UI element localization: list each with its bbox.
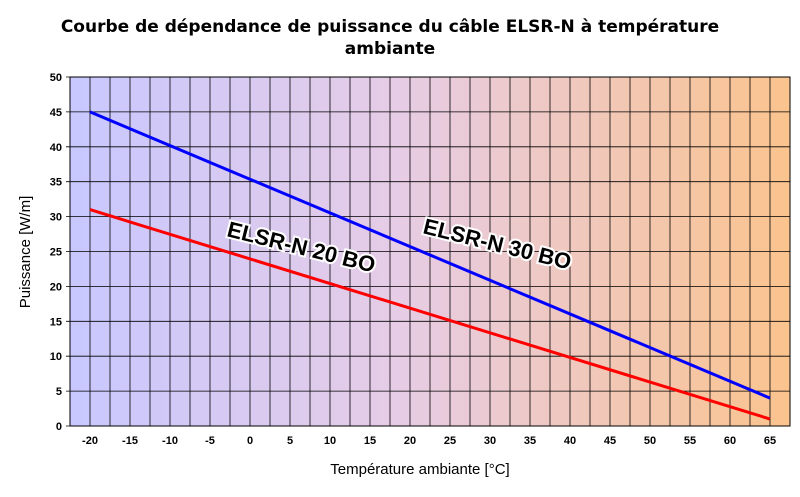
series-line-elsr-n-30-bo [89,110,771,400]
y-tick-label: 0 [56,421,62,433]
x-tick-label: 25 [444,435,456,447]
y-tick-label: 30 [50,212,62,224]
x-tick-label: 20 [404,435,416,447]
x-tick-label: 15 [364,435,376,447]
x-tick-label: 55 [684,435,696,447]
x-axis-label: Température ambiante [°C] [330,461,509,478]
x-tick-label: -5 [205,435,215,447]
y-axis-label: Puissance [W/m] [17,196,34,309]
x-tick-label: 0 [247,435,253,447]
grid-lines [66,76,791,427]
y-tick-label: 15 [50,316,62,328]
x-tick-label: 40 [564,435,576,447]
x-tick-label: 65 [764,435,776,447]
y-tick-label: 25 [50,247,62,259]
y-tick-label: 20 [50,281,62,293]
x-tick-label: -15 [122,435,138,447]
tick-labels: -20 -15 -10 -5 0 5 10 15 20 25 30 35 40 45 50 55 60 65 0 5 1… [50,72,776,447]
x-tick-label: 35 [524,435,536,447]
series-lines [89,110,771,421]
y-tick-label: 50 [50,72,62,84]
series-line-elsr-n-20-bo [89,208,771,421]
x-tick-label: 60 [724,435,736,447]
x-tick-label: 5 [287,435,293,447]
y-tick-label: 40 [50,142,62,154]
y-tick-label: 10 [50,351,62,363]
x-tick-label: -20 [82,435,98,447]
y-tick-label: 35 [50,177,62,189]
x-tick-label: 50 [644,435,656,447]
x-tick-label: 45 [604,435,616,447]
y-tick-label: 5 [56,386,62,398]
x-tick-label: 10 [324,435,336,447]
y-tick-label: 45 [50,107,62,119]
x-tick-label: 30 [484,435,496,447]
chart-title: Courbe de dépendance de puissance du câb… [60,17,720,59]
x-tick-label: -10 [162,435,178,447]
